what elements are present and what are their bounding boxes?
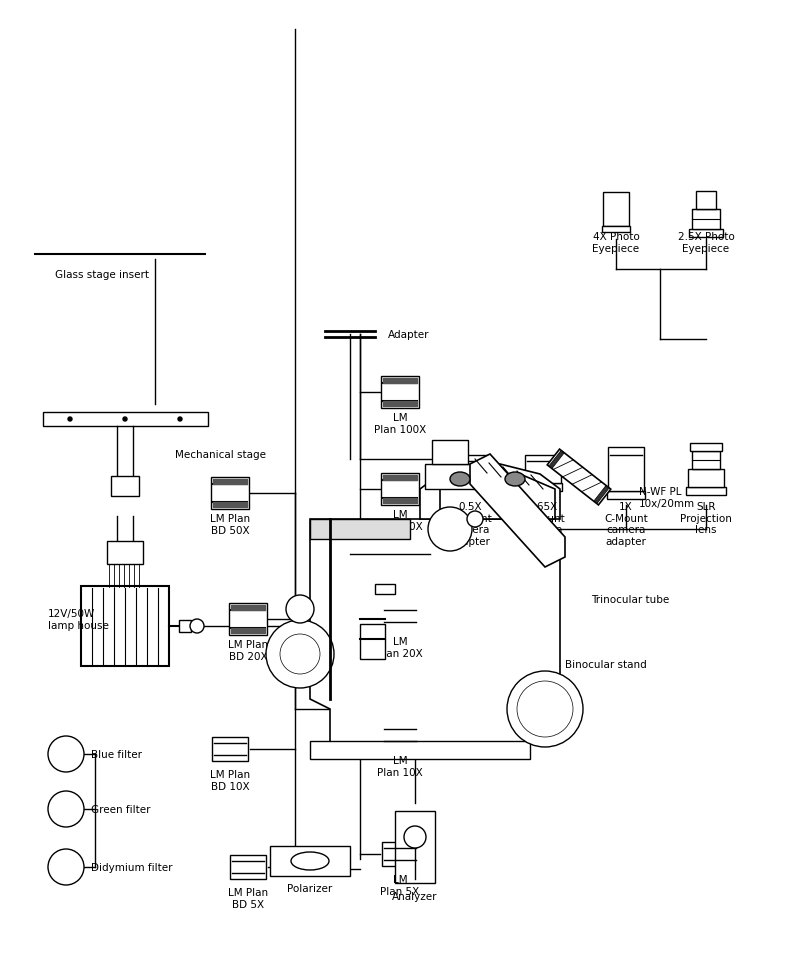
Bar xyxy=(688,470,724,488)
Text: Polarizer: Polarizer xyxy=(287,883,333,893)
Bar xyxy=(360,624,385,659)
Circle shape xyxy=(48,791,84,827)
Polygon shape xyxy=(420,464,560,519)
Bar xyxy=(111,476,139,497)
Text: Adapter: Adapter xyxy=(388,330,430,339)
Circle shape xyxy=(68,417,72,421)
Bar xyxy=(381,376,419,409)
Bar xyxy=(310,519,410,539)
Text: 2.5X Photo
Eyepiece: 2.5X Photo Eyepiece xyxy=(678,232,735,253)
Text: LM Plan
BD 5X: LM Plan BD 5X xyxy=(228,887,268,908)
Circle shape xyxy=(286,596,314,623)
Bar xyxy=(690,443,722,452)
Text: Analyzer: Analyzer xyxy=(393,891,438,901)
Bar xyxy=(211,477,249,510)
Bar xyxy=(686,488,726,496)
Bar xyxy=(229,603,267,636)
Circle shape xyxy=(404,826,426,848)
Bar xyxy=(451,483,489,492)
Text: LM Plan
BD 10X: LM Plan BD 10X xyxy=(210,769,250,791)
Circle shape xyxy=(178,417,182,421)
Text: LM Plan
BD 20X: LM Plan BD 20X xyxy=(228,639,268,661)
Bar xyxy=(375,584,395,595)
Bar xyxy=(692,210,720,230)
Text: LM
Plan 50X: LM Plan 50X xyxy=(377,510,423,531)
Text: LM
Plan 10X: LM Plan 10X xyxy=(377,755,423,777)
Bar xyxy=(607,492,645,499)
Bar xyxy=(212,738,248,761)
Bar xyxy=(381,474,419,505)
Circle shape xyxy=(48,849,84,885)
Text: Binocular stand: Binocular stand xyxy=(565,659,646,669)
Bar xyxy=(179,620,191,633)
Ellipse shape xyxy=(291,852,329,870)
Bar xyxy=(524,483,562,492)
Text: 0.65X
C-Mount
camera
adapter: 0.65X C-Mount camera adapter xyxy=(521,501,565,546)
Text: Glass stage insert: Glass stage insert xyxy=(55,270,149,280)
Text: LM Plan
BD 50X: LM Plan BD 50X xyxy=(210,514,250,535)
Bar xyxy=(382,604,418,628)
Text: Green filter: Green filter xyxy=(91,804,151,814)
Bar xyxy=(602,227,630,233)
Bar xyxy=(310,741,530,760)
Text: LM
Plan 5X: LM Plan 5X xyxy=(380,874,419,896)
Text: 12V/50W
lamp house: 12V/50W lamp house xyxy=(48,609,109,630)
Bar xyxy=(270,846,350,876)
Bar xyxy=(382,723,418,747)
Circle shape xyxy=(190,619,204,634)
Circle shape xyxy=(266,620,334,688)
Bar xyxy=(608,448,644,492)
Circle shape xyxy=(48,737,84,772)
Text: Blue filter: Blue filter xyxy=(91,749,142,760)
Text: Mechanical stage: Mechanical stage xyxy=(175,450,266,459)
Text: 0.5X
C-Mount
camera
adapter: 0.5X C-Mount camera adapter xyxy=(448,501,492,546)
Bar xyxy=(525,456,561,483)
Text: LM
Plan 100X: LM Plan 100X xyxy=(374,413,426,435)
Bar xyxy=(230,855,266,879)
Polygon shape xyxy=(470,455,565,567)
Circle shape xyxy=(467,512,483,527)
Bar xyxy=(689,230,723,237)
Circle shape xyxy=(123,417,127,421)
Bar xyxy=(432,440,468,464)
Bar xyxy=(382,842,418,866)
Bar xyxy=(81,586,169,666)
Bar xyxy=(425,464,475,490)
Text: LM
Plan 20X: LM Plan 20X xyxy=(377,637,423,658)
Circle shape xyxy=(507,671,583,747)
Text: 4X Photo
Eyepiece: 4X Photo Eyepiece xyxy=(593,232,640,253)
Text: N-WF PL
10x/20mm: N-WF PL 10x/20mm xyxy=(639,487,695,508)
Polygon shape xyxy=(310,519,560,760)
Bar xyxy=(395,811,435,883)
Text: SLR
Projection
lens: SLR Projection lens xyxy=(680,501,732,535)
Polygon shape xyxy=(440,475,555,519)
Ellipse shape xyxy=(450,473,470,486)
Bar xyxy=(594,487,608,503)
Text: 1X
C-Mount
camera
adapter: 1X C-Mount camera adapter xyxy=(604,501,648,546)
Ellipse shape xyxy=(505,473,525,486)
Bar xyxy=(549,452,564,468)
Bar xyxy=(107,541,143,564)
Text: Didymium filter: Didymium filter xyxy=(91,862,173,872)
Circle shape xyxy=(428,507,472,552)
Bar xyxy=(547,450,611,505)
Bar xyxy=(692,452,720,470)
Bar xyxy=(42,413,208,427)
Bar xyxy=(452,456,488,483)
Bar xyxy=(696,192,716,210)
Bar xyxy=(603,193,629,227)
Text: Trinocular tube: Trinocular tube xyxy=(591,595,669,604)
